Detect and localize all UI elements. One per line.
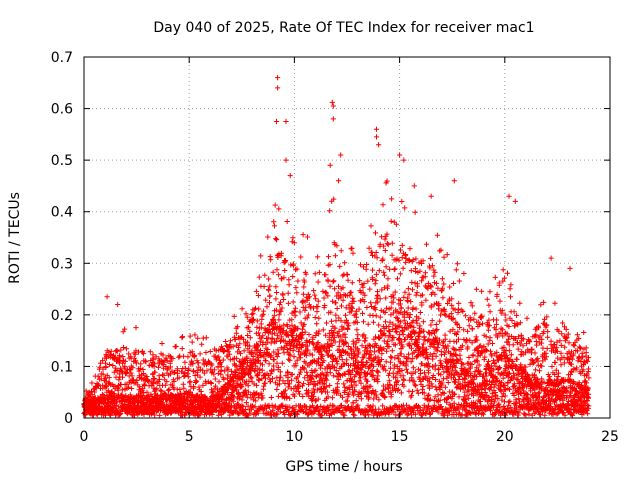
y-tick-label: 0.6: [51, 102, 73, 118]
chart-title: Day 040 of 2025, Rate Of TEC Index for r…: [153, 20, 534, 36]
y-tick-label: 0.7: [51, 50, 73, 66]
x-tick-label: 15: [391, 429, 409, 445]
x-tick-label: 5: [185, 429, 194, 445]
y-tick-label: 0.5: [51, 153, 73, 169]
y-tick-label: 0.2: [51, 308, 73, 324]
x-axis-label: GPS time / hours: [285, 459, 402, 475]
x-tick-label: 25: [601, 429, 619, 445]
plot-frame: [83, 56, 611, 419]
y-tick-label: 0: [64, 411, 73, 427]
x-tick-label: 10: [285, 429, 303, 445]
axis-ticks: 0 5 10 15 20 25 0 0.1 0.2 0.3 0.4 0.5 0.6 0.7: [51, 50, 619, 445]
y-axis-label: ROTI / TECUs: [7, 192, 23, 284]
y-tick-label: 0.1: [51, 359, 73, 375]
y-tick-label: 0.3: [51, 256, 73, 272]
x-tick-label: 20: [496, 429, 514, 445]
y-tick-label: 0.4: [51, 205, 73, 221]
x-tick-label: 0: [80, 429, 89, 445]
